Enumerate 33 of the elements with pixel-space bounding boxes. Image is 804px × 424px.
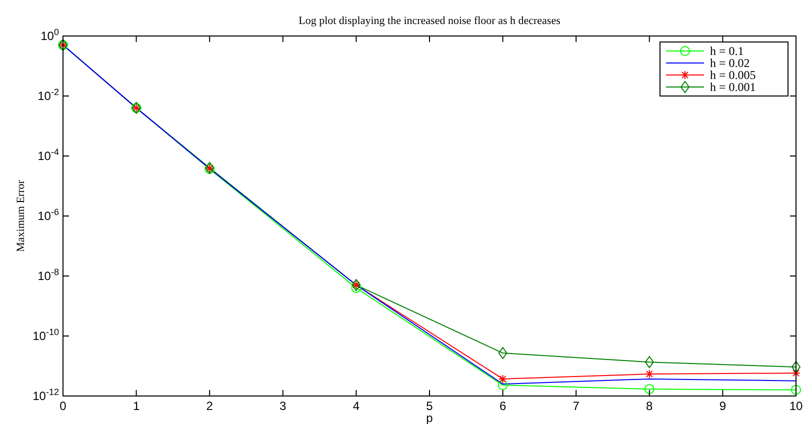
point [498, 380, 508, 390]
x-tick-label: 6 [499, 399, 506, 413]
y-tick-label: 10$^{-10}$ [32, 327, 59, 343]
point [351, 282, 362, 293]
x-tick-label: 1 [132, 399, 140, 413]
point [644, 384, 654, 394]
point [644, 356, 654, 368]
point [498, 374, 508, 384]
legend-label: h = 0.02 [710, 56, 750, 70]
chart-title: Log plot displaying the increased noise floor as h decreases [298, 15, 560, 27]
legend-label: h = 0.005 [710, 68, 756, 82]
x-tick-label: 10 [789, 399, 803, 413]
point [644, 370, 654, 379]
x-tick-label: 2 [206, 399, 214, 413]
point [792, 360, 800, 373]
x-tick-label: 4 [352, 399, 360, 413]
y-axis-title: Maximum Error [15, 180, 27, 252]
x-tick-label: 9 [719, 399, 726, 413]
x-tick-label: 5 [426, 399, 434, 413]
x-tick-label: 0 [60, 399, 67, 413]
y-tick-label: 10$^{-12}$ [32, 387, 59, 403]
x-tick-label: 8 [646, 399, 654, 413]
point [498, 347, 508, 360]
x-tick-label: 7 [572, 399, 580, 413]
legend-label: h = 0.001 [710, 80, 756, 94]
x-tick-label: 3 [280, 399, 287, 413]
point [791, 384, 801, 395]
y-tick-label: 10$^{-6}$ [38, 207, 59, 223]
legend-label: h = 0.1 [710, 44, 744, 58]
y-tick-label: 10$^{-8}$ [38, 267, 59, 283]
y-tick-label: 10$^{-2}$ [38, 87, 59, 103]
y-tick-label: 10$^{0}$ [40, 27, 59, 43]
y-tick-label: 10$^{-4}$ [38, 147, 59, 163]
